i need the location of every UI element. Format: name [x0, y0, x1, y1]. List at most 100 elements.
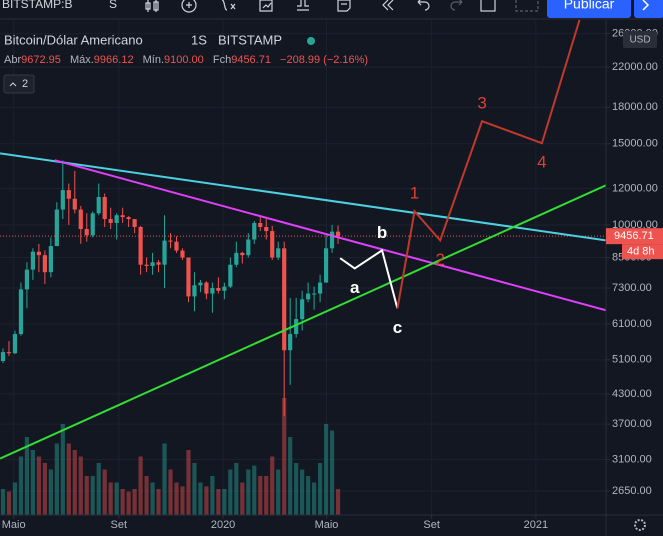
wave-label: c: [393, 318, 402, 337]
last-price-tag: [606, 228, 663, 245]
candle-body: [30, 251, 36, 270]
redo-icon[interactable]: [450, 0, 463, 11]
templates-icon[interactable]: [259, 0, 273, 12]
volume-bar: [329, 430, 335, 515]
volume-bar: [276, 469, 281, 515]
candle-body: [54, 209, 59, 247]
candles: [0, 160, 341, 417]
trend-line: [0, 184, 606, 460]
x-tick-label: Maio: [315, 519, 339, 531]
wave-label: 1: [410, 184, 419, 203]
candle-body: [264, 226, 269, 232]
indicators-icon[interactable]: [221, 0, 236, 11]
ohlc-value: 9966.12: [94, 54, 134, 66]
ohlc-value: 9672.95: [21, 54, 61, 66]
volume-bar: [258, 476, 263, 515]
candle-body: [72, 198, 77, 210]
publish-label: Publicar: [564, 0, 615, 12]
x-tick-label: Set: [111, 519, 128, 531]
y-tick-label: 12000.00: [612, 182, 658, 194]
compare-plus: [186, 2, 192, 8]
volume-bar: [270, 456, 275, 515]
y-tick-label: 2650.00: [612, 485, 652, 497]
candle-body: [318, 282, 323, 294]
candle-body: [114, 215, 119, 223]
countdown: 4d 8h: [627, 246, 655, 258]
candle-body: [240, 252, 245, 256]
volume-bar: [90, 476, 95, 515]
candle-body: [228, 264, 233, 287]
candle-body: [306, 293, 311, 300]
ohlc-value: 9456.71: [231, 54, 271, 66]
x-tick-label: 2021: [524, 519, 548, 531]
x-tick-label: Maio: [2, 519, 26, 531]
volume-bar: [240, 482, 245, 515]
rewind-icon[interactable]: [382, 0, 394, 11]
chart-type-icon[interactable]: [145, 0, 159, 12]
publish-arrow: [642, 0, 650, 11]
symbol-search[interactable]: BITSTAMP:B: [2, 0, 72, 11]
ohlc-value: 9100.00: [164, 54, 204, 66]
trend-line: [54, 159, 606, 312]
candle-body: [270, 231, 275, 258]
undo-icon[interactable]: [417, 0, 430, 11]
candle-body: [216, 287, 221, 291]
candle-body: [132, 219, 137, 227]
volume-bar: [54, 443, 59, 515]
candle-body: [18, 289, 24, 335]
volume-bar: [180, 486, 185, 515]
wave-label: b: [377, 223, 387, 242]
replay-icon[interactable]: [337, 0, 351, 12]
wave-line: [396, 19, 581, 309]
grid: [0, 20, 606, 515]
toggle-chevron: [9, 82, 17, 87]
candle-body: [288, 334, 293, 351]
candle-body: [282, 248, 287, 351]
toolbar: [0, 0, 663, 19]
candle-body: [300, 299, 305, 320]
y-tick-label: 7300.00: [612, 282, 652, 294]
y-tick-label: 4300.00: [612, 388, 652, 400]
toolbar-icons: [145, 0, 539, 13]
candle-body: [258, 222, 263, 227]
volume-bar: [42, 463, 47, 515]
volume-bar: [222, 489, 227, 515]
candle-body: [0, 352, 6, 362]
candle-body: [246, 239, 251, 256]
candle-body: [138, 226, 143, 265]
indicators-count: 2: [22, 78, 28, 90]
ohlc-legend: Abr9672.95 Máx.9966.12 Mín.9100.00 Fch94…: [4, 54, 368, 66]
volume-bar: [0, 489, 6, 515]
candle-body: [312, 293, 317, 295]
settings-icon[interactable]: [634, 519, 646, 531]
publish-button[interactable]: [547, 0, 631, 18]
volume-bar: [162, 443, 167, 515]
layout-icon[interactable]: [515, 0, 539, 12]
volume-bar: [312, 482, 317, 515]
indicators-toggle[interactable]: [3, 74, 35, 94]
volume-bar: [228, 469, 233, 515]
wave-label: a: [350, 278, 360, 297]
alert-icon[interactable]: [297, 0, 309, 11]
compare-icon[interactable]: [181, 0, 197, 13]
volume-bar: [252, 465, 257, 515]
drawings: a b c 1 2 3 4: [0, 19, 606, 460]
wave-label: 4: [537, 153, 546, 172]
y-tick-label: 6100.00: [612, 318, 652, 330]
volume-bar: [24, 437, 30, 515]
volume-bar: [264, 476, 269, 515]
volume-bar: [30, 450, 36, 515]
publish-menu[interactable]: [634, 0, 663, 18]
candle-body: [294, 319, 299, 335]
x-tick-label: 2020: [211, 519, 235, 531]
candle-body: [329, 231, 335, 249]
interval-button[interactable]: S: [109, 0, 117, 11]
volume-bar: [156, 489, 161, 515]
volume-bar: [168, 469, 173, 515]
candle-body: [252, 222, 257, 240]
fullscreen-icon[interactable]: [480, 0, 496, 12]
volume-bar: [18, 456, 24, 515]
volume-bar: [204, 486, 209, 515]
